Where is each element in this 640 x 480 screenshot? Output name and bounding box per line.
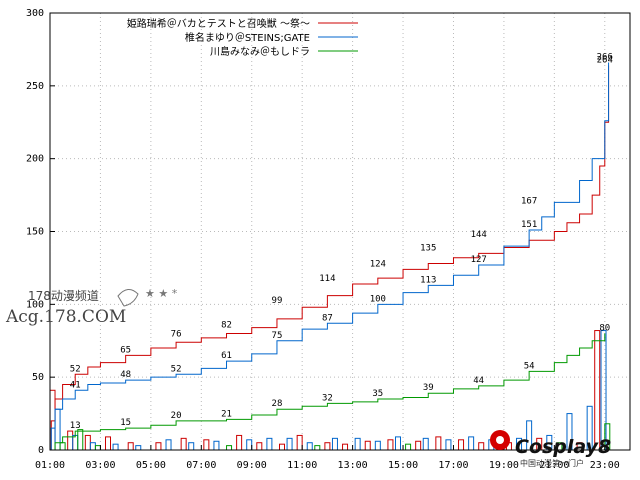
- x-tick-label: 09:00: [237, 460, 267, 471]
- data-label: 135: [420, 243, 436, 253]
- series-line-2: [50, 333, 606, 451]
- y-tick-label: 150: [26, 227, 44, 238]
- watermark-site-name: 178动漫频道: [28, 289, 99, 303]
- legend: 姫路瑞希＠バカとテストと召喚獣 ～祭～椎名まゆり＠STEINS;GATE川島みな…: [127, 17, 358, 58]
- data-label: 41: [70, 380, 81, 390]
- logo-text: Cosplay8: [515, 436, 611, 458]
- data-label: 151: [521, 220, 537, 230]
- watermark-site-url: Acg.178.COM: [5, 307, 126, 327]
- data-label: 52: [70, 364, 81, 374]
- watermark-star-icon: [117, 289, 139, 307]
- data-labels-layer: 52 65 76 82 99 114 124 135 144 167 264 41 48 52 61 75 87…: [70, 53, 613, 432]
- legend-label: 川島みなみ＠もしドラ: [210, 45, 310, 58]
- data-label: 127: [471, 255, 487, 265]
- x-tick-label: 05:00: [136, 460, 166, 471]
- x-tick-label: 19:00: [489, 460, 519, 471]
- data-label: 100: [370, 294, 386, 304]
- logo-subtext: 中国动漫第一门户: [520, 458, 584, 468]
- grid-layer: [50, 13, 630, 450]
- series-line-0: [50, 65, 610, 451]
- y-tick-label: 250: [26, 81, 44, 92]
- data-label: 52: [171, 364, 182, 374]
- data-label: 65: [120, 345, 131, 355]
- data-label: 75: [272, 331, 283, 341]
- data-label: 20: [171, 411, 182, 421]
- data-label: 113: [420, 275, 436, 285]
- data-label: 44: [473, 376, 484, 386]
- data-label: 80: [599, 323, 610, 333]
- x-tick-label: 07:00: [186, 460, 216, 471]
- y-tick-label: 200: [26, 154, 44, 165]
- legend-label: 椎名まゆり＠STEINS;GATE: [185, 31, 310, 44]
- data-label: 167: [521, 197, 537, 207]
- data-label: 266: [597, 53, 613, 63]
- data-label: 39: [423, 383, 434, 393]
- data-label: 87: [322, 313, 333, 323]
- watermark-stars-icon: ★ ★ *: [145, 287, 178, 300]
- data-label: 13: [70, 421, 81, 431]
- y-tick-label: 300: [26, 8, 44, 19]
- data-label: 144: [471, 230, 487, 240]
- data-label: 124: [370, 259, 386, 269]
- data-label: 35: [372, 389, 383, 399]
- x-tick-label: 23:00: [590, 460, 620, 471]
- right-watermark: Cosplay8 中国动漫第一门户: [490, 430, 611, 468]
- data-label: 264: [597, 55, 613, 65]
- data-label: 21: [221, 409, 232, 419]
- x-tick-label: 17:00: [438, 460, 468, 471]
- data-label: 54: [524, 361, 535, 371]
- x-tick-label: 15:00: [388, 460, 418, 471]
- legend-label: 姫路瑞希＠バカとテストと召喚獣 ～祭～: [127, 17, 310, 30]
- data-label: 48: [120, 370, 131, 380]
- data-label: 28: [272, 399, 283, 409]
- x-tick-label: 13:00: [338, 460, 368, 471]
- data-label: 99: [272, 296, 283, 306]
- left-watermark: 178动漫频道 Acg.178.COM ★ ★ *: [5, 287, 178, 327]
- data-label: 15: [120, 418, 131, 428]
- x-tick-label: 11:00: [287, 460, 317, 471]
- y-tick-label: 100: [26, 299, 44, 310]
- x-tick-label: 21:00: [539, 460, 569, 471]
- x-tick-label: 01:00: [35, 460, 65, 471]
- data-label: 61: [221, 351, 232, 361]
- ticks-layer: 0 50 100 150 200 250 300 01:00 03:00 05:00 07:00 09…: [26, 8, 620, 471]
- lines-layer: [50, 62, 610, 451]
- data-label: 32: [322, 393, 333, 403]
- data-label: 82: [221, 321, 232, 331]
- y-tick-label: 50: [32, 372, 44, 383]
- series-line-1: [50, 62, 610, 451]
- y-tick-label: 0: [38, 445, 44, 456]
- x-tick-label: 03:00: [85, 460, 115, 471]
- data-label: 76: [171, 329, 182, 339]
- data-label: 114: [319, 274, 335, 284]
